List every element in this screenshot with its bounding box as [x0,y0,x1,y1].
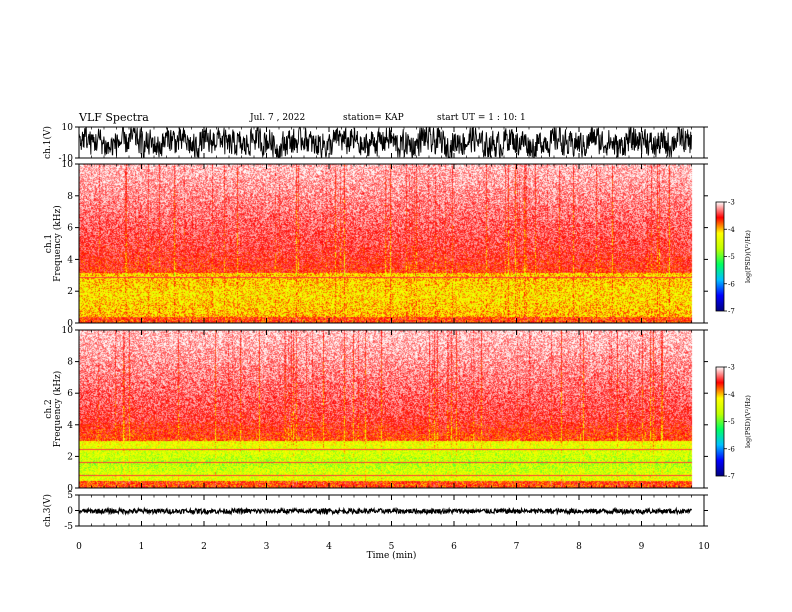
x-axis-label: Time (min) [367,550,417,561]
ch2-spectrogram-y-tick-label: 6 [67,389,73,399]
figure-title: VLF Spectra [79,111,149,124]
ch1-waveform-y-tick-label: 10 [62,123,74,133]
ch2-spectrogram-ylabel: ch.2 [44,399,54,418]
x-tick-label: 2 [201,542,207,552]
ch3-waveform-ylabel: ch.3(V) [42,494,53,527]
ch2-spectrogram-image [79,330,704,488]
ch1-spectrogram-colorbar-tick-label: -6 [728,280,735,288]
ch1-waveform-ylabel: ch.1(V) [42,126,53,159]
ch2-spectrogram [79,330,704,488]
x-tick-label: 7 [514,542,520,552]
ch2-spectrogram-y-tick-label: 10 [62,326,74,336]
ch1-spectrogram-y-tick-label: 6 [67,224,73,234]
x-tick-label: 10 [698,542,710,552]
x-tick-label: 9 [639,542,645,552]
ch1-spectrogram-ylabel: Frequency (kHz) [52,205,63,282]
x-tick-label: 8 [576,542,582,552]
date-label: Jul. 7 , 2022 [250,113,306,123]
x-tick-label: 0 [76,542,82,552]
x-tick-label: 4 [326,542,332,552]
x-tick-label: 5 [389,542,395,552]
ch2-spectrogram-y-tick-label: 0 [67,484,73,494]
ch2-spectrogram-colorbar-tick-label: -7 [728,473,735,481]
ch3-waveform-line [78,506,693,516]
ch1-spectrogram-colorbar-tick-label: -5 [728,253,735,261]
ch2-spectrogram-ylabel: Frequency (kHz) [52,371,63,448]
ch2-spectrogram-colorbar [715,366,725,477]
ch2-spectrogram-colorbar-tick-label: -4 [728,391,735,399]
ch1-spectrogram-colorbar-tick-label: -7 [728,308,735,316]
ch3-waveform-y-tick-label: -5 [64,522,73,532]
ch3-waveform-y-tick-label: 5 [67,491,73,501]
ch1-spectrogram-y-tick-label: 2 [67,287,73,297]
ch1-spectrogram-colorbar-tick-label: -4 [728,226,735,234]
station-label: station= KAP [343,113,404,123]
ch1-spectrogram-y-tick-label: 0 [67,319,73,329]
ch2-spectrogram-y-tick-label: 4 [67,421,73,431]
x-tick-label: 1 [139,542,145,552]
ch2-spectrogram-y-tick-label: 8 [67,358,73,368]
ch1-spectrogram-image [79,164,704,323]
ch1-waveform-line [78,126,692,159]
ch1-spectrogram [79,164,704,323]
ch1-spectrogram-y-tick-label: 10 [62,160,74,170]
ch1-spectrogram-y-tick-label: 4 [67,255,73,265]
ch1-spectrogram-colorbar [715,201,725,312]
ch2-spectrogram-colorbar-tick-label: -5 [728,418,735,426]
ch1-spectrogram-y-tick-label: 8 [67,192,73,202]
ch2-spectrogram-colorbar-tick-label: -3 [728,364,735,372]
ch2-spectrogram-colorbar-label: log(PSD)(V²/Hz) [744,395,752,448]
ch1-spectrogram-ylabel: ch.1 [44,234,54,253]
x-tick-label: 3 [264,542,270,552]
ch2-spectrogram-y-tick-label: 2 [67,452,73,462]
x-tick-label: 6 [451,542,457,552]
start-time-label: start UT = 1 : 10: 1 [437,113,526,123]
ch1-spectrogram-colorbar-tick-label: -3 [728,199,735,207]
ch3-waveform-y-tick-label: 0 [67,507,73,517]
ch2-spectrogram-colorbar-tick-label: -6 [728,445,735,453]
ch1-spectrogram-colorbar-label: log(PSD)(V²/Hz) [744,230,752,283]
ch1-waveform-y-tick-label: -10 [59,154,74,164]
